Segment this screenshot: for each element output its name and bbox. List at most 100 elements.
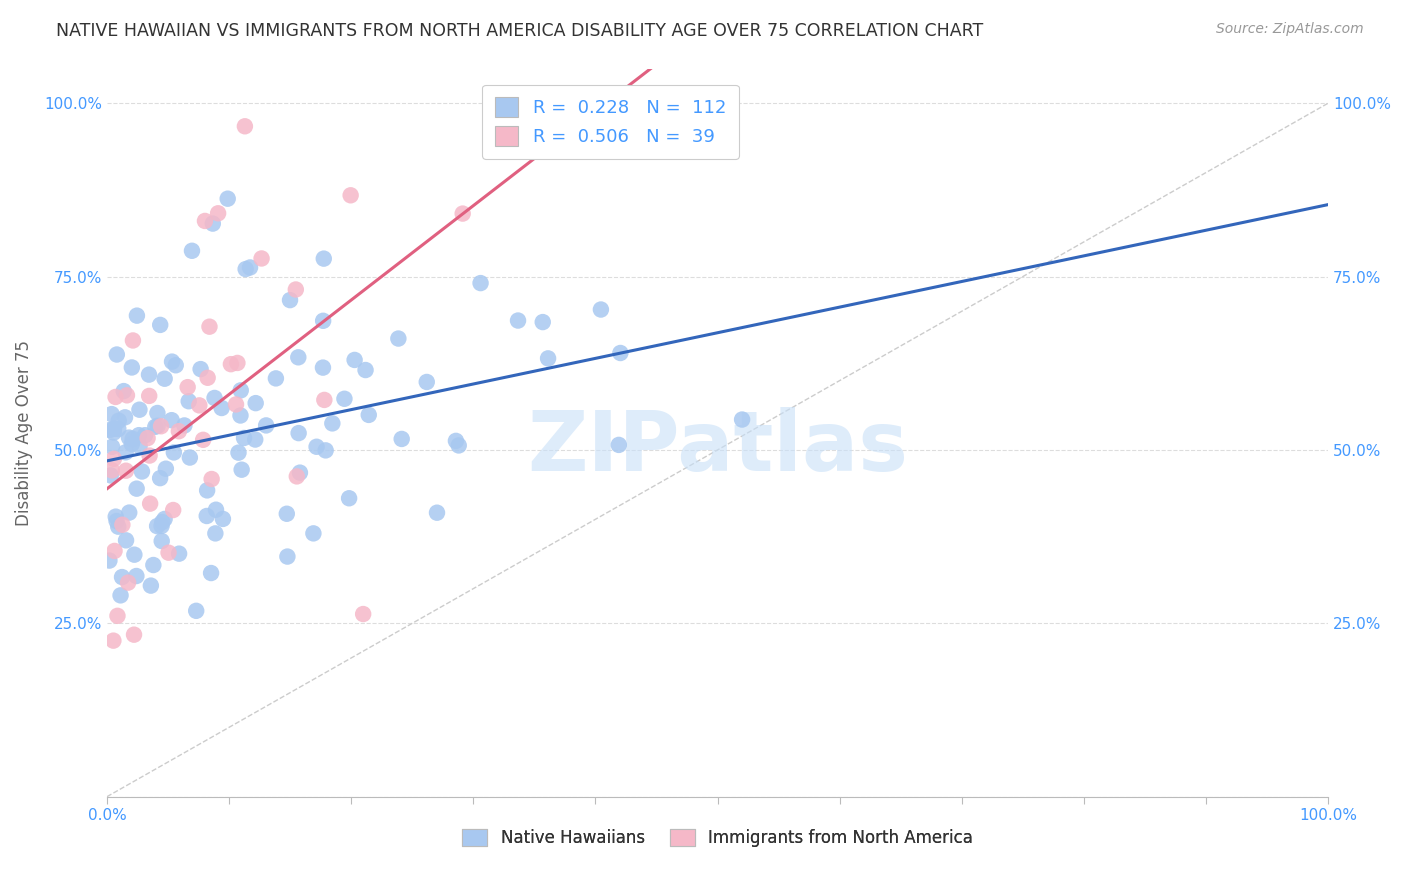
Point bbox=[107, 414, 129, 428]
Point bbox=[387, 332, 409, 346]
Point bbox=[110, 588, 132, 602]
Point bbox=[357, 408, 380, 422]
Point bbox=[112, 384, 135, 398]
Point bbox=[98, 423, 121, 437]
Point bbox=[315, 443, 337, 458]
Point bbox=[229, 384, 252, 398]
Point bbox=[302, 526, 325, 541]
Point bbox=[128, 428, 150, 442]
Point bbox=[391, 432, 413, 446]
Point bbox=[107, 608, 129, 623]
Point bbox=[426, 506, 449, 520]
Point bbox=[321, 417, 343, 431]
Point bbox=[101, 463, 124, 477]
Point bbox=[138, 368, 160, 382]
Point bbox=[100, 407, 122, 421]
Point bbox=[121, 360, 143, 375]
Point bbox=[239, 260, 262, 275]
Point bbox=[731, 412, 754, 426]
Point bbox=[173, 418, 195, 433]
Point bbox=[194, 214, 217, 228]
Point bbox=[312, 252, 335, 266]
Point bbox=[226, 356, 249, 370]
Point bbox=[150, 534, 173, 549]
Point bbox=[98, 553, 121, 567]
Point bbox=[124, 548, 146, 562]
Point bbox=[195, 483, 218, 498]
Point bbox=[201, 217, 224, 231]
Point bbox=[531, 315, 554, 329]
Point bbox=[115, 388, 138, 402]
Point bbox=[117, 575, 139, 590]
Point bbox=[287, 426, 309, 441]
Point bbox=[167, 547, 190, 561]
Point bbox=[343, 353, 366, 368]
Point bbox=[111, 517, 134, 532]
Point bbox=[121, 432, 143, 446]
Point bbox=[254, 418, 277, 433]
Point bbox=[128, 439, 150, 453]
Point bbox=[122, 334, 145, 348]
Point bbox=[153, 512, 176, 526]
Point bbox=[160, 354, 183, 368]
Point bbox=[163, 445, 186, 459]
Point bbox=[312, 360, 335, 375]
Point bbox=[205, 502, 228, 516]
Point bbox=[339, 188, 361, 202]
Point bbox=[153, 372, 176, 386]
Point bbox=[288, 466, 311, 480]
Point bbox=[305, 440, 328, 454]
Point bbox=[276, 507, 298, 521]
Point bbox=[276, 549, 298, 564]
Point bbox=[231, 463, 253, 477]
Point bbox=[103, 633, 125, 648]
Point bbox=[211, 401, 233, 415]
Point bbox=[138, 449, 160, 463]
Point bbox=[188, 398, 211, 412]
Point bbox=[312, 314, 335, 328]
Point bbox=[416, 375, 439, 389]
Point bbox=[201, 472, 224, 486]
Point bbox=[352, 607, 374, 621]
Point bbox=[233, 431, 256, 445]
Point bbox=[101, 440, 124, 454]
Point bbox=[506, 313, 529, 327]
Text: Source: ZipAtlas.com: Source: ZipAtlas.com bbox=[1216, 22, 1364, 37]
Point bbox=[190, 362, 212, 376]
Point bbox=[111, 570, 134, 584]
Point bbox=[245, 396, 267, 410]
Point bbox=[107, 519, 129, 533]
Point bbox=[354, 363, 377, 377]
Point bbox=[181, 244, 204, 258]
Point bbox=[204, 391, 226, 405]
Point bbox=[103, 425, 125, 440]
Point bbox=[229, 409, 252, 423]
Point bbox=[157, 546, 180, 560]
Point bbox=[333, 392, 356, 406]
Point bbox=[146, 418, 169, 433]
Point bbox=[121, 437, 143, 451]
Point bbox=[149, 318, 172, 332]
Point bbox=[114, 445, 136, 459]
Point bbox=[134, 428, 156, 442]
Point bbox=[219, 357, 242, 371]
Point bbox=[609, 346, 631, 360]
Point bbox=[146, 519, 169, 533]
Point bbox=[177, 394, 200, 409]
Point bbox=[217, 192, 239, 206]
Point bbox=[607, 438, 630, 452]
Point bbox=[167, 424, 190, 438]
Point bbox=[228, 445, 250, 459]
Text: NATIVE HAWAIIAN VS IMMIGRANTS FROM NORTH AMERICA DISABILITY AGE OVER 75 CORRELAT: NATIVE HAWAIIAN VS IMMIGRANTS FROM NORTH… bbox=[56, 22, 983, 40]
Point bbox=[115, 533, 138, 548]
Point bbox=[284, 283, 307, 297]
Point bbox=[451, 206, 474, 220]
Point bbox=[179, 450, 201, 465]
Point bbox=[118, 431, 141, 445]
Point bbox=[155, 461, 177, 475]
Point bbox=[105, 514, 128, 528]
Point bbox=[191, 433, 214, 447]
Point bbox=[150, 515, 173, 529]
Point bbox=[104, 390, 127, 404]
Point bbox=[197, 371, 219, 385]
